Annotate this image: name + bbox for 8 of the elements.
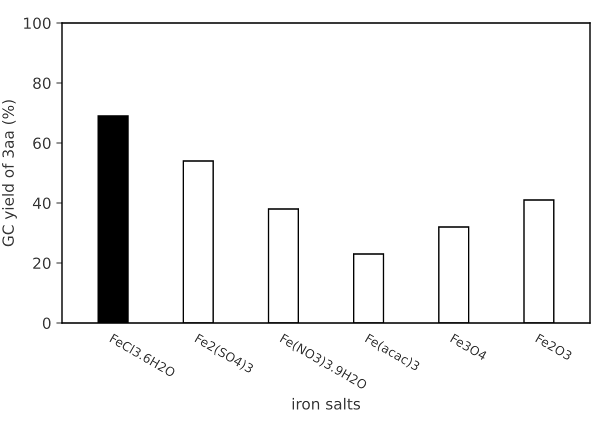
y-tick-label: 20 — [33, 257, 51, 270]
y-tick-label: 60 — [33, 137, 51, 150]
y-tick-label: 80 — [33, 77, 51, 90]
x-axis-title: iron salts — [292, 398, 360, 410]
y-tick-label: 0 — [42, 317, 51, 330]
y-tick-label: 100 — [24, 17, 51, 30]
y-tick-label: 40 — [32, 197, 51, 210]
y-axis-title: GC yield of 3aa (%) — [2, 100, 17, 246]
